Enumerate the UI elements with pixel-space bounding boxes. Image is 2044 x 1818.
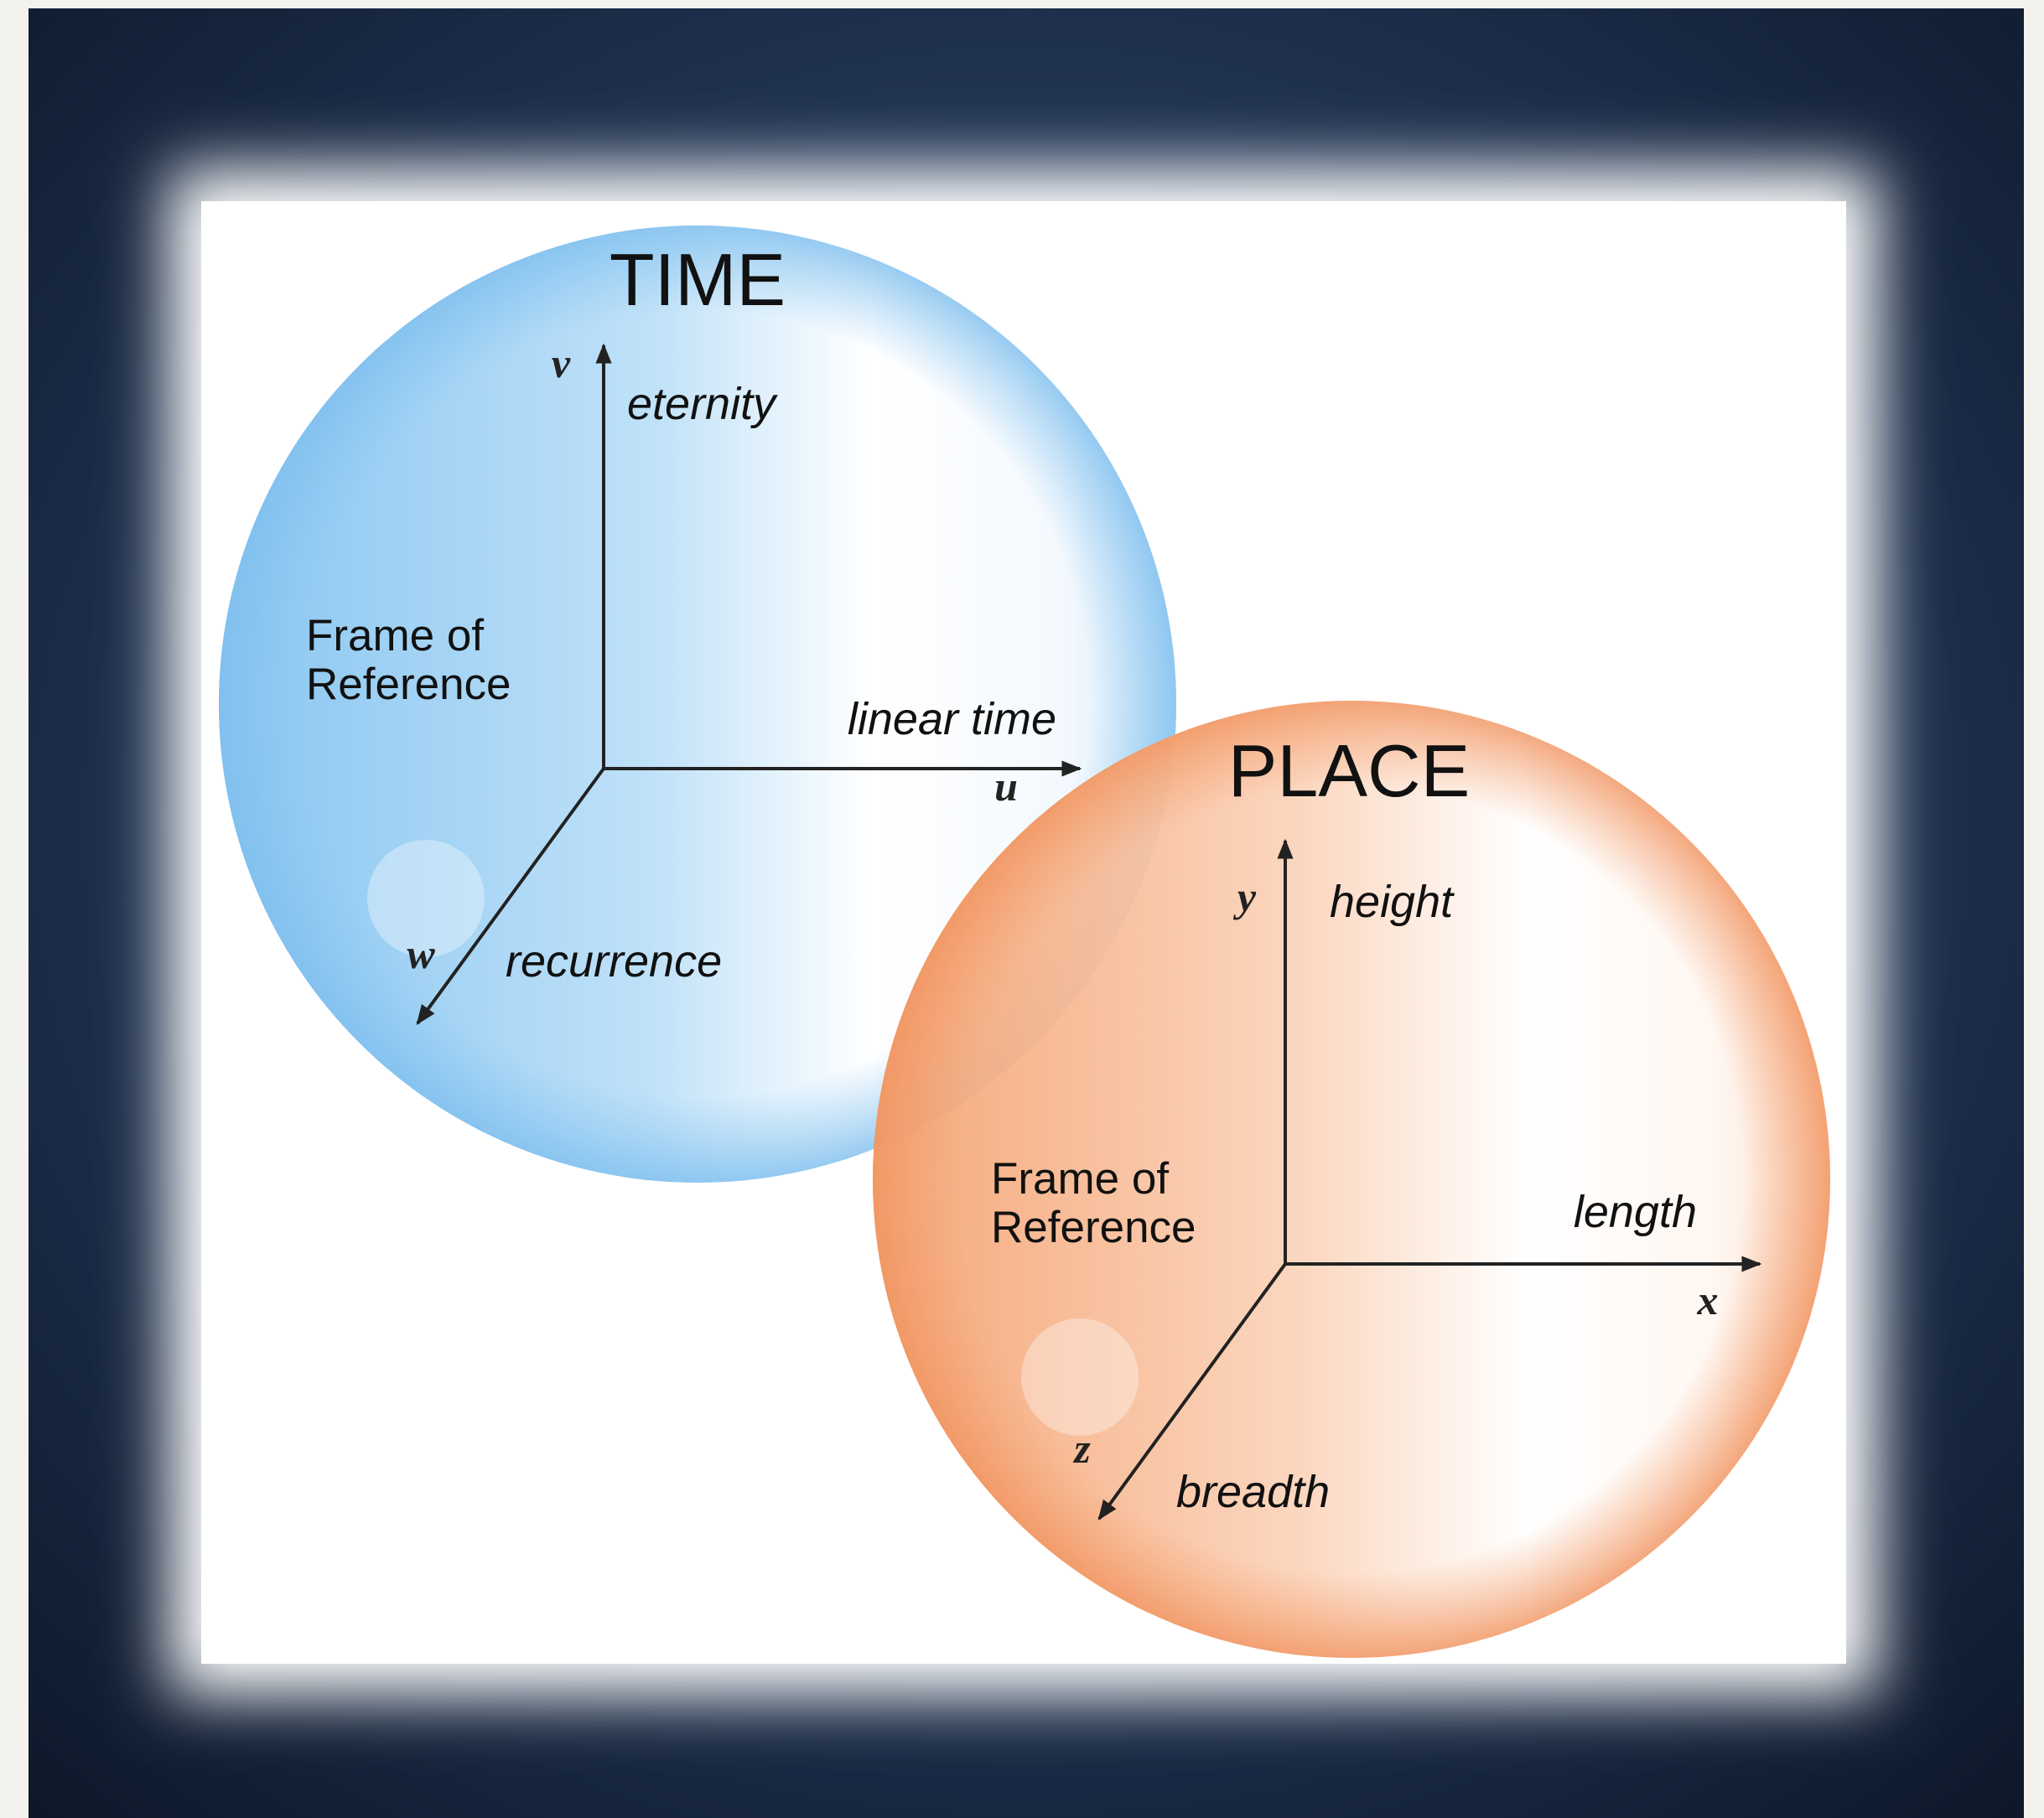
axis-label: breadth — [1176, 1467, 1330, 1517]
axis-symbol: y — [1233, 873, 1257, 920]
frame-label: Reference — [991, 1203, 1196, 1252]
axis-label: recurrence — [506, 936, 722, 987]
highlight — [1021, 1318, 1139, 1436]
diagram: TIME v eternity u linear time w recurren… — [0, 0, 2044, 1818]
page: TIME v eternity u linear time w recurren… — [0, 0, 2044, 1818]
axis-symbol: v — [552, 339, 571, 386]
axis-symbol: x — [1697, 1277, 1719, 1323]
sphere-title: PLACE — [1228, 729, 1471, 812]
sphere-title: TIME — [610, 238, 786, 321]
axis-symbol: w — [407, 930, 435, 977]
axis-label: height — [1330, 877, 1455, 927]
axis-symbol: z — [1072, 1425, 1091, 1472]
axis-label: eternity — [627, 379, 778, 429]
frame-label: Frame of — [991, 1154, 1169, 1204]
axis-label: length — [1574, 1187, 1697, 1237]
axis-symbol: u — [994, 763, 1018, 810]
axis-label: linear time — [848, 694, 1056, 744]
place-sphere: PLACE y height x length z breadth Frame … — [873, 701, 1830, 1658]
frame-label: Reference — [306, 660, 511, 709]
frame-label: Frame of — [306, 611, 484, 660]
